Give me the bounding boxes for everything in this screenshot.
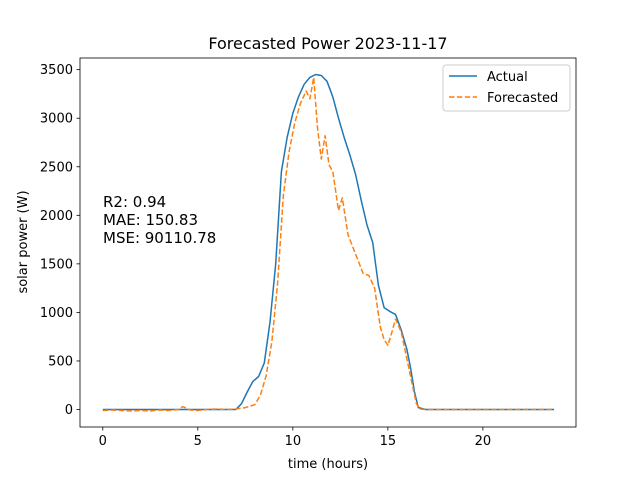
axes-frame [79,57,577,428]
metrics-annotation: R2: 0.94 MAE: 150.83 MSE: 90110.78 [103,193,216,247]
y-tick-label: 2000 [40,209,73,224]
y-tick-label: 3000 [40,112,73,127]
legend: Actual Forecasted [442,64,571,112]
x-axis-label: time (hours) [288,457,368,472]
y-tick-label: 500 [48,354,73,369]
plot-area [102,73,555,412]
annotation-mse: MSE: 90110.78 [103,229,216,247]
y-tick-label: 3500 [40,63,73,78]
y-tick-label: 1000 [40,306,73,321]
x-tick-label: 10 [285,434,302,449]
y-tick-label: 0 [65,403,73,418]
y-tick-label: 2500 [40,160,73,175]
x-tick-label: 15 [380,434,397,449]
legend-label-actual: Actual [487,70,528,85]
annotation-r2: R2: 0.94 [103,193,166,211]
y-tick-label: 1500 [40,257,73,272]
annotation-mae: MAE: 150.83 [103,211,198,229]
series-line-actual [102,73,555,411]
x-tick-label: 0 [99,434,107,449]
axes-layer: 0 5 10 15 20 0 500 1000 1500 2000 2500 3000 3500 [40,57,577,449]
x-tick-label: 20 [475,434,492,449]
y-axis-label: solar power (W) [16,190,31,293]
legend-label-forecasted: Forecasted [487,91,558,106]
series-line-forecasted [102,76,555,412]
x-tick-label: 5 [194,434,202,449]
chart-title: Forecasted Power 2023-11-17 [208,34,447,53]
